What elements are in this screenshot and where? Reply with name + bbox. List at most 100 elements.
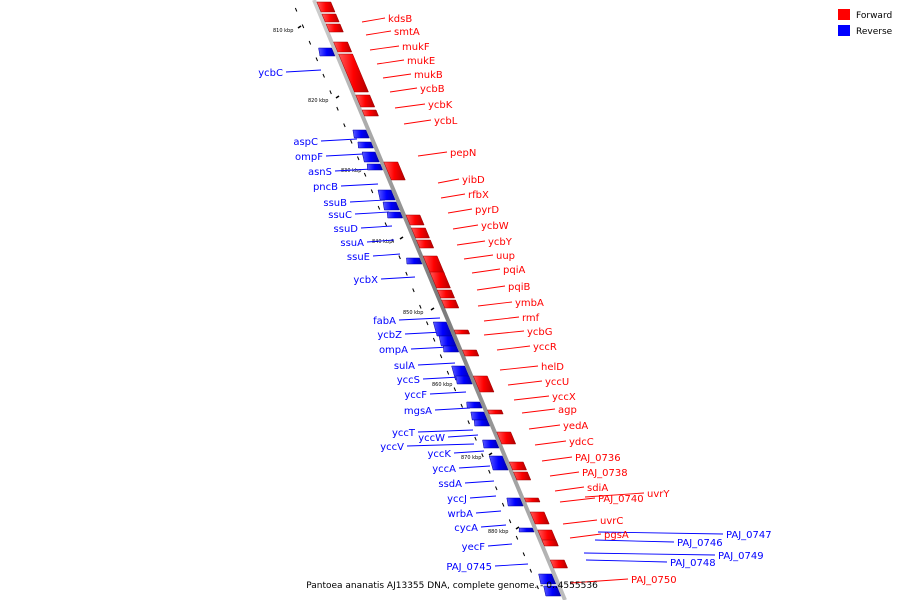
reverse-gene-label: yccJ: [447, 494, 467, 505]
reverse-gene-label: ssdA: [438, 479, 462, 490]
reverse-gene-block: [518, 527, 535, 533]
backbone-tick: [363, 172, 367, 177]
kbp-tick: [399, 236, 404, 240]
reverse-gene-label: ompF: [295, 152, 323, 163]
forward-gene-block: [453, 329, 471, 335]
forward-gene-label: uvrC: [600, 516, 623, 527]
forward-gene-block: [487, 409, 504, 415]
reverse-gene-block: [442, 345, 460, 353]
reverse-gene-label: yccK: [428, 449, 452, 460]
forward-gene-label: ydcC: [569, 437, 594, 448]
forward-gene-label: uup: [496, 251, 515, 262]
reverse-gene-label: asnS: [308, 167, 332, 178]
forward-gene-label: yccR: [533, 342, 557, 353]
reverse-gene-block: [352, 129, 370, 139]
reverse-gene-block: [482, 439, 500, 449]
forward-gene-block: [325, 23, 344, 33]
label-leader-line: [483, 316, 520, 322]
forward-gene-label: helD: [541, 362, 564, 373]
forward-gene-block: [496, 431, 517, 445]
forward-gene-block: [411, 227, 430, 239]
kbp-tick: [335, 95, 340, 99]
reverse-gene-block: [377, 189, 396, 201]
backbone-tick: [377, 205, 381, 210]
reverse-gene-block: [357, 141, 374, 149]
label-leader-line: [453, 450, 485, 454]
forward-gene-label: yibD: [462, 175, 485, 186]
forward-gene-block: [383, 161, 406, 181]
backbone-tick: [474, 436, 477, 441]
label-leader-line: [541, 456, 573, 462]
backbone-tick: [398, 255, 401, 260]
label-leader-line: [398, 317, 441, 321]
forward-gene-label: PAJ_0750: [631, 575, 677, 586]
label-leader-line: [366, 239, 395, 243]
reverse-gene-label: yecF: [462, 542, 486, 553]
reverse-gene-block: [386, 211, 404, 219]
kbp-label: 820 kbp: [308, 98, 328, 104]
legend-forward-swatch: [838, 9, 850, 20]
forward-gene-label: sdiA: [587, 483, 608, 494]
label-leader-line: [417, 362, 456, 366]
kbp-tick: [488, 452, 493, 456]
label-leader-line: [382, 73, 412, 79]
label-leader-line: [417, 151, 448, 157]
reverse-gene-label: yccF: [404, 390, 427, 401]
forward-gene-label: PAJ_0740: [598, 494, 644, 505]
backbone-tick: [426, 321, 429, 326]
label-leader-line: [320, 138, 358, 142]
label-leader-line: [569, 533, 602, 539]
label-leader-line: [534, 440, 567, 446]
kbp-tick: [515, 526, 520, 530]
label-leader-line: [394, 103, 426, 109]
label-leader-line: [483, 330, 525, 336]
label-leader-line: [499, 365, 539, 371]
kbp-label: 810 kbp: [273, 28, 293, 34]
label-leader-line: [340, 183, 379, 187]
label-leader-line: [447, 208, 473, 214]
forward-gene-block: [405, 214, 425, 226]
legend: Forward Reverse: [838, 9, 893, 37]
label-leader-line: [365, 30, 392, 36]
label-leader-line: [583, 552, 716, 556]
legend-forward-label: Forward: [856, 11, 892, 21]
reverse-gene-label: yccV: [380, 442, 404, 453]
reverse-gene-label: PAJ_0745: [446, 562, 492, 573]
backbone-tick: [315, 57, 319, 62]
gene-labels: kdsB smtA mukF mukE mukB ycbB ycbK ycbL pepN yibD…: [258, 14, 771, 586]
reverse-gene-block: [382, 201, 400, 211]
forward-gene-label: PAJ_0738: [582, 468, 628, 479]
reverse-gene-label: yccW: [418, 433, 445, 444]
reverse-gene-label: yccS: [397, 375, 420, 386]
forward-gene-label: yccU: [545, 377, 569, 388]
reverse-gene-label: ycbX: [353, 275, 378, 286]
forward-gene-block: [338, 53, 369, 93]
reverse-gene-label: ssuB: [323, 198, 347, 209]
label-leader-line: [585, 559, 668, 563]
forward-gene-label: ycbK: [428, 100, 453, 111]
forward-gene-block: [316, 1, 336, 13]
forward-gene-label: yedA: [563, 421, 588, 432]
forward-gene-label: yccX: [552, 392, 576, 403]
backbone-tick: [384, 222, 388, 227]
backbone-tick: [467, 420, 470, 425]
label-leader-line: [376, 59, 405, 65]
backbone-tick: [439, 354, 443, 359]
gene-features: [316, 1, 568, 597]
reverse-gene-label: PAJ_0748: [670, 558, 716, 569]
label-leader-line: [549, 471, 580, 477]
forward-gene-label: ycbG: [527, 327, 553, 338]
reverse-gene-block: [361, 151, 380, 163]
forward-gene-block: [549, 559, 568, 569]
reverse-gene-block: [366, 163, 383, 171]
forward-gene-label: ycbW: [481, 221, 509, 232]
label-leader-line: [458, 465, 491, 469]
forward-gene-label: pqiB: [508, 282, 530, 293]
label-leader-line: [389, 87, 418, 93]
label-leader-line: [494, 563, 529, 567]
forward-gene-label: smtA: [394, 27, 420, 38]
label-leader-line: [584, 492, 645, 498]
label-leader-line: [434, 407, 471, 411]
label-leader-line: [334, 168, 373, 172]
backbone-tick: [370, 189, 374, 194]
